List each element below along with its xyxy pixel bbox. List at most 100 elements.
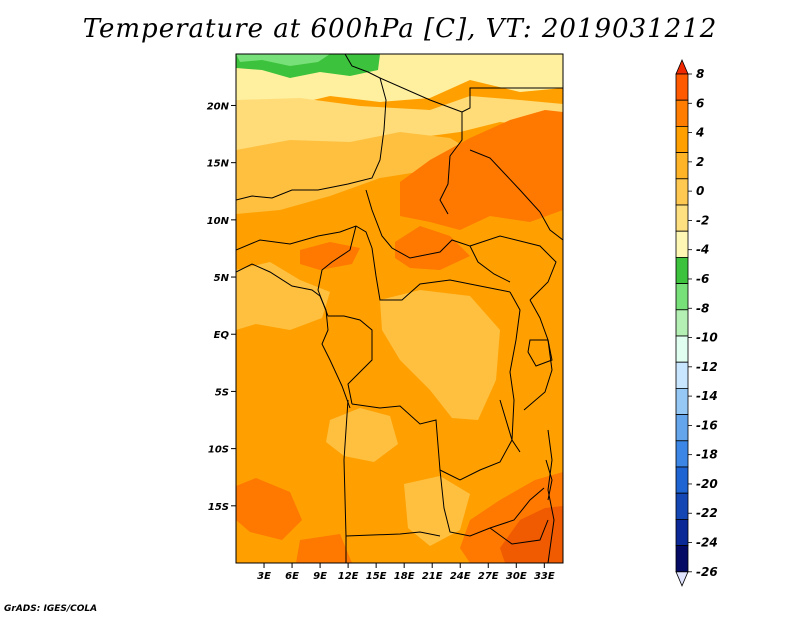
colorbar-label: -18 bbox=[696, 448, 718, 462]
border-south-sudan bbox=[469, 235, 557, 301]
lon-tick-label: 3E bbox=[257, 571, 271, 582]
colorbar-label: -14 bbox=[696, 389, 718, 403]
border-egypt-sudan bbox=[461, 87, 563, 113]
colorbar-label: -12 bbox=[696, 360, 718, 374]
border-zimbabwe bbox=[489, 519, 549, 545]
colorbar-box bbox=[675, 99, 689, 127]
lake-tanganyika bbox=[499, 399, 521, 453]
colorbar-box bbox=[675, 178, 689, 206]
border-sudan-ethiopia bbox=[469, 149, 563, 241]
lat-tick-label: 10N bbox=[207, 216, 230, 227]
colorbar-label: -4 bbox=[696, 243, 709, 257]
colorbar-label: -20 bbox=[696, 477, 718, 491]
colorbar-label: -8 bbox=[696, 301, 709, 315]
longitude-axis: 3E 6E 9E 12E 15E 18E 21E 24E 27E 30E 33E bbox=[257, 563, 555, 582]
lon-tick-label: 15E bbox=[366, 571, 387, 582]
field-light-orange-congo bbox=[380, 290, 500, 420]
border-chad-cameroon bbox=[365, 189, 511, 283]
colorbar-box bbox=[675, 466, 689, 494]
colorbar-label: -22 bbox=[696, 506, 718, 520]
field-light-orange-west bbox=[236, 262, 330, 330]
colorbar-label: -6 bbox=[696, 272, 709, 286]
colorbar-label: 8 bbox=[696, 67, 704, 81]
lat-tick-label: EQ bbox=[214, 330, 230, 341]
border-niger-nigeria bbox=[236, 225, 373, 251]
colorbar-box bbox=[675, 440, 689, 468]
colorbar-box bbox=[675, 387, 689, 415]
border-car-congo bbox=[371, 247, 511, 301]
colorbar-label: -16 bbox=[696, 418, 718, 432]
colorbar-label: -26 bbox=[696, 565, 718, 579]
field-dark-orange-s bbox=[296, 534, 352, 563]
border-uganda-kenya bbox=[523, 299, 553, 411]
colorbar-box bbox=[675, 283, 689, 311]
field-light-green-north bbox=[236, 54, 330, 66]
country-borders bbox=[236, 54, 563, 563]
latitude-axis: 20N 15N 10N 5N EQ 5S 10S 15S bbox=[207, 101, 236, 513]
colorbar-box bbox=[675, 204, 689, 232]
temperature-field bbox=[236, 54, 563, 563]
border-drc-angola bbox=[351, 403, 513, 481]
lat-tick-label: 5S bbox=[215, 387, 229, 398]
colorbar-top-arrow bbox=[675, 58, 689, 75]
colorbar-box bbox=[675, 309, 689, 337]
lat-tick-label: 15N bbox=[207, 159, 230, 170]
colorbar-label: 0 bbox=[696, 184, 704, 198]
field-red-orange-se bbox=[500, 506, 563, 563]
field-light-orange-lower bbox=[404, 476, 470, 546]
border-drc-east bbox=[509, 291, 521, 441]
field-light-orange-north bbox=[236, 132, 470, 214]
field-dark-orange-center bbox=[395, 226, 470, 270]
lon-tick-label: 27E bbox=[478, 571, 499, 582]
field-dark-orange-mid bbox=[300, 242, 360, 270]
colorbar-box bbox=[675, 256, 689, 284]
lon-tick-label: 9E bbox=[313, 571, 327, 582]
lon-tick-label: 30E bbox=[506, 571, 527, 582]
colorbar-box bbox=[675, 519, 689, 547]
field-dark-orange-east bbox=[400, 110, 563, 230]
colorbar-box bbox=[675, 152, 689, 180]
lon-tick-label: 33E bbox=[534, 571, 555, 582]
border-algeria-libya bbox=[236, 54, 387, 201]
colorbar-box bbox=[675, 335, 689, 363]
colorbar-box bbox=[675, 361, 689, 389]
border-mozambique bbox=[547, 429, 555, 563]
colorbar-label: -2 bbox=[696, 213, 709, 227]
coast-gulf bbox=[319, 295, 351, 409]
colorbar-bottom-arrow bbox=[675, 571, 689, 587]
colorbar: 8 6 4 2 0 -2 -4 -6 -8 -10 -12 -14 -16 -18 -20 -22 -24 -26 bbox=[675, 58, 718, 587]
colorbar-label: 6 bbox=[696, 96, 704, 110]
colorbar-box bbox=[675, 545, 689, 573]
border-zambia bbox=[439, 469, 545, 537]
lon-tick-label: 18E bbox=[394, 571, 415, 582]
border-libya-chad bbox=[379, 77, 463, 215]
lon-tick-label: 24E bbox=[450, 571, 471, 582]
colorbar-label: 4 bbox=[695, 126, 704, 140]
field-dark-orange-sw bbox=[236, 478, 302, 540]
map-frame bbox=[235, 53, 564, 564]
colorbar-box bbox=[675, 126, 689, 154]
colorbar-box bbox=[675, 230, 689, 258]
colorbar-label: -10 bbox=[696, 331, 718, 345]
border-angola-namibia bbox=[345, 531, 441, 537]
border-gabon-congo bbox=[328, 315, 373, 405]
lat-tick-label: 5N bbox=[214, 273, 230, 284]
colorbar-box bbox=[675, 492, 689, 520]
lon-tick-label: 12E bbox=[338, 571, 359, 582]
plot-title: Temperature at 600hPa [C], VT: 201903121… bbox=[82, 14, 718, 44]
lat-tick-label: 15S bbox=[208, 502, 229, 513]
field-light-orange-south bbox=[326, 408, 398, 462]
lake-malawi bbox=[545, 459, 553, 501]
colorbar-label: -24 bbox=[696, 536, 718, 550]
lon-tick-label: 6E bbox=[285, 571, 299, 582]
grads-credit: GrADS: IGES/COLA bbox=[4, 604, 98, 614]
lat-tick-label: 10S bbox=[208, 445, 229, 456]
lake-victoria bbox=[527, 339, 553, 367]
lat-tick-label: 20N bbox=[207, 101, 230, 112]
coast-west-africa bbox=[236, 263, 321, 297]
colorbar-label: 2 bbox=[696, 155, 704, 169]
border-angola-zambia-south bbox=[343, 399, 349, 563]
lon-tick-label: 21E bbox=[422, 571, 443, 582]
colorbar-box bbox=[675, 414, 689, 442]
